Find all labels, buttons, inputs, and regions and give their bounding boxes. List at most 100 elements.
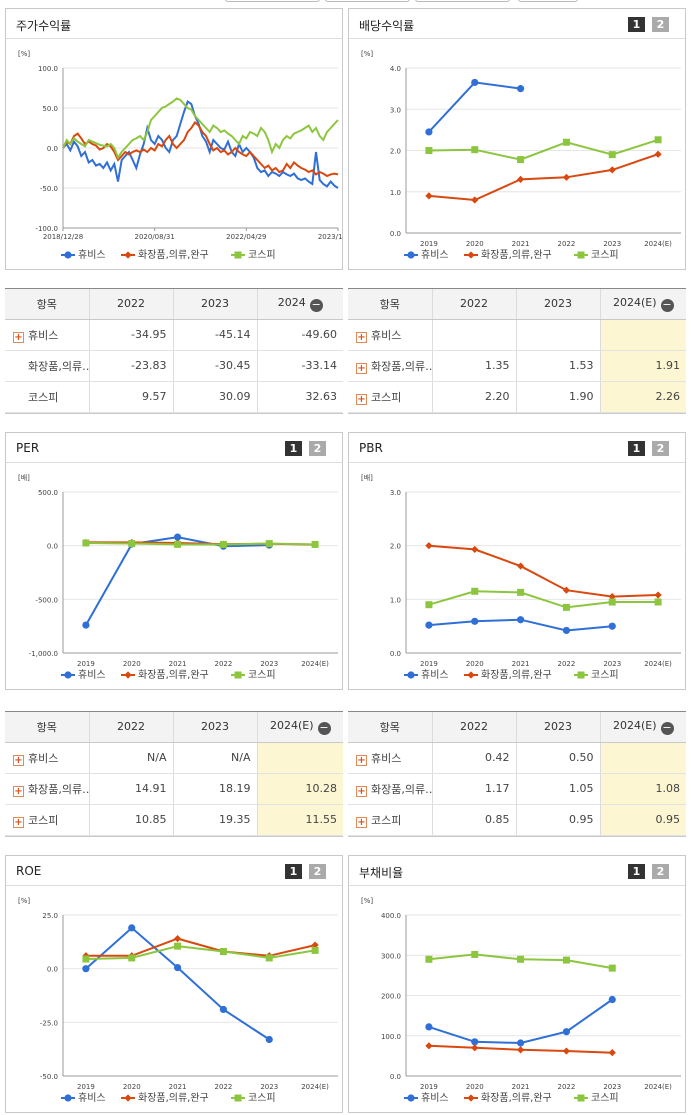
- collapse-icon[interactable]: −: [317, 720, 331, 735]
- data-point: [516, 1039, 525, 1047]
- expand-plus-icon[interactable]: +: [13, 754, 24, 766]
- data-point: [577, 1094, 585, 1102]
- data-point: [219, 541, 227, 549]
- value-cell: 1.05: [515, 773, 600, 805]
- column-header-label: 항목: [379, 297, 400, 311]
- table-row: + 휴비스 N/A N/A: [5, 742, 343, 774]
- data-point: [425, 147, 433, 154]
- row-label-cell: + 휴비스: [348, 742, 432, 774]
- view-2-button[interactable]: 2: [309, 864, 326, 879]
- data-point: [425, 621, 433, 629]
- row-label: 휴비스: [28, 751, 59, 765]
- legend-item[interactable]: 코스피: [231, 249, 276, 261]
- legend-item[interactable]: 화장품,의류,완구: [121, 249, 209, 261]
- legend-item[interactable]: 휴비스: [61, 1092, 106, 1104]
- stock-return-table: 항목 2022 2023 2024− + 휴비스 -34.95 -45.14 -49.60 화장품…: [5, 288, 343, 414]
- y-tick-label: 0.0: [47, 966, 58, 974]
- view-1-button[interactable]: 1: [628, 441, 645, 456]
- column-header-label: 2022: [117, 297, 145, 311]
- y-tick-label: 400.0: [381, 912, 401, 920]
- expand-plus-icon[interactable]: +: [13, 785, 24, 797]
- x-tick-label: 2021: [512, 1083, 530, 1091]
- panel-header: ROE 1 2: [6, 856, 342, 886]
- expand-plus-icon[interactable]: +: [356, 754, 367, 766]
- legend-item[interactable]: 휴비스: [404, 1092, 449, 1104]
- view-1-button[interactable]: 1: [285, 864, 302, 879]
- series-line: [428, 138, 659, 161]
- x-tick-label: 2024(E): [644, 1083, 672, 1091]
- legend-item[interactable]: 화장품,의류,완구: [121, 669, 209, 681]
- legend-item[interactable]: 코스피: [574, 249, 619, 261]
- y-tick-label: -1,000.0: [29, 650, 58, 658]
- series-line: [85, 542, 316, 546]
- data-point: [608, 1049, 616, 1057]
- top-button[interactable]: [518, 0, 578, 2]
- legend-item[interactable]: 화장품,의류,완구: [464, 1092, 552, 1104]
- table-row: 코스피 9.57 30.09 32.63: [5, 381, 343, 413]
- column-header: 2024−: [256, 289, 343, 320]
- view-2-button[interactable]: 2: [652, 864, 669, 879]
- table-row: + 휴비스: [348, 319, 686, 351]
- expand-plus-icon[interactable]: +: [13, 816, 24, 828]
- view-1-button[interactable]: 1: [628, 864, 645, 879]
- legend-item[interactable]: 화장품,의류,완구: [464, 669, 552, 681]
- row-label-cell: 화장품,의류,완구: [5, 350, 89, 382]
- row-label-cell: + 휴비스: [5, 319, 89, 351]
- x-tick-label: 2022/04/29: [226, 233, 266, 241]
- top-button[interactable]: [225, 0, 320, 2]
- collapse-icon[interactable]: −: [660, 720, 674, 735]
- data-point: [174, 540, 182, 548]
- data-point: [516, 1046, 525, 1054]
- data-point: [654, 591, 662, 599]
- column-header-label: 항목: [379, 720, 400, 734]
- view-2-button[interactable]: 2: [652, 17, 669, 32]
- top-button[interactable]: [415, 0, 510, 2]
- expand-plus-icon[interactable]: +: [356, 785, 367, 797]
- value-cell: 10.85: [88, 804, 173, 836]
- legend-item[interactable]: 코스피: [574, 1092, 619, 1104]
- value-cell: 11.55: [256, 804, 343, 836]
- row-label: 코스피: [371, 390, 402, 404]
- expand-plus-icon[interactable]: +: [13, 331, 24, 343]
- legend-item[interactable]: 코스피: [231, 669, 276, 681]
- legend-item[interactable]: 휴비스: [61, 249, 106, 261]
- legend-item[interactable]: 화장품,의류,완구: [121, 1092, 209, 1104]
- legend-item[interactable]: 화장품,의류,완구: [464, 249, 552, 261]
- x-tick-label: 2023: [260, 660, 278, 668]
- data-point: [608, 151, 616, 159]
- data-point: [608, 598, 616, 606]
- collapse-icon[interactable]: −: [309, 297, 323, 312]
- legend-item[interactable]: 코스피: [231, 1092, 276, 1104]
- data-point: [471, 1044, 479, 1052]
- legend-item[interactable]: 코스피: [574, 669, 619, 681]
- value-cell: N/A: [172, 742, 257, 774]
- view-2-button[interactable]: 2: [309, 441, 326, 456]
- x-tick-label: 2020: [466, 240, 484, 248]
- panel-header: 부채비율 1 2: [349, 856, 685, 886]
- view-1-button[interactable]: 1: [628, 17, 645, 32]
- legend-label: 휴비스: [421, 249, 449, 261]
- collapse-icon[interactable]: −: [660, 297, 674, 312]
- data-point: [407, 1094, 415, 1102]
- x-tick-label: 2020: [466, 1083, 484, 1091]
- legend-item[interactable]: 휴비스: [404, 249, 449, 261]
- panel-title: 주가수익률: [16, 19, 72, 33]
- expand-plus-icon[interactable]: +: [356, 331, 367, 343]
- value-cell: -45.14: [172, 319, 257, 351]
- legend-item[interactable]: 휴비스: [404, 669, 449, 681]
- view-2-button[interactable]: 2: [652, 441, 669, 456]
- view-1-button[interactable]: 1: [285, 441, 302, 456]
- stock-return-panel: 주가수익률 [%] 100.0 50.0 0.0 -50.0 -100.0 2018/12/…: [5, 8, 343, 270]
- expand-plus-icon[interactable]: +: [356, 393, 367, 405]
- legend-label: 코스피: [591, 669, 619, 681]
- row-label-cell: + 휴비스: [348, 319, 432, 351]
- column-header: 2023: [515, 712, 600, 743]
- legend-item[interactable]: 휴비스: [61, 669, 106, 681]
- expand-plus-icon[interactable]: +: [356, 362, 367, 374]
- top-button[interactable]: [325, 0, 410, 2]
- data-point: [407, 671, 415, 679]
- data-point: [471, 146, 479, 154]
- legend-label: 휴비스: [421, 669, 449, 681]
- column-header: 항목: [5, 712, 89, 743]
- expand-plus-icon[interactable]: +: [356, 816, 367, 828]
